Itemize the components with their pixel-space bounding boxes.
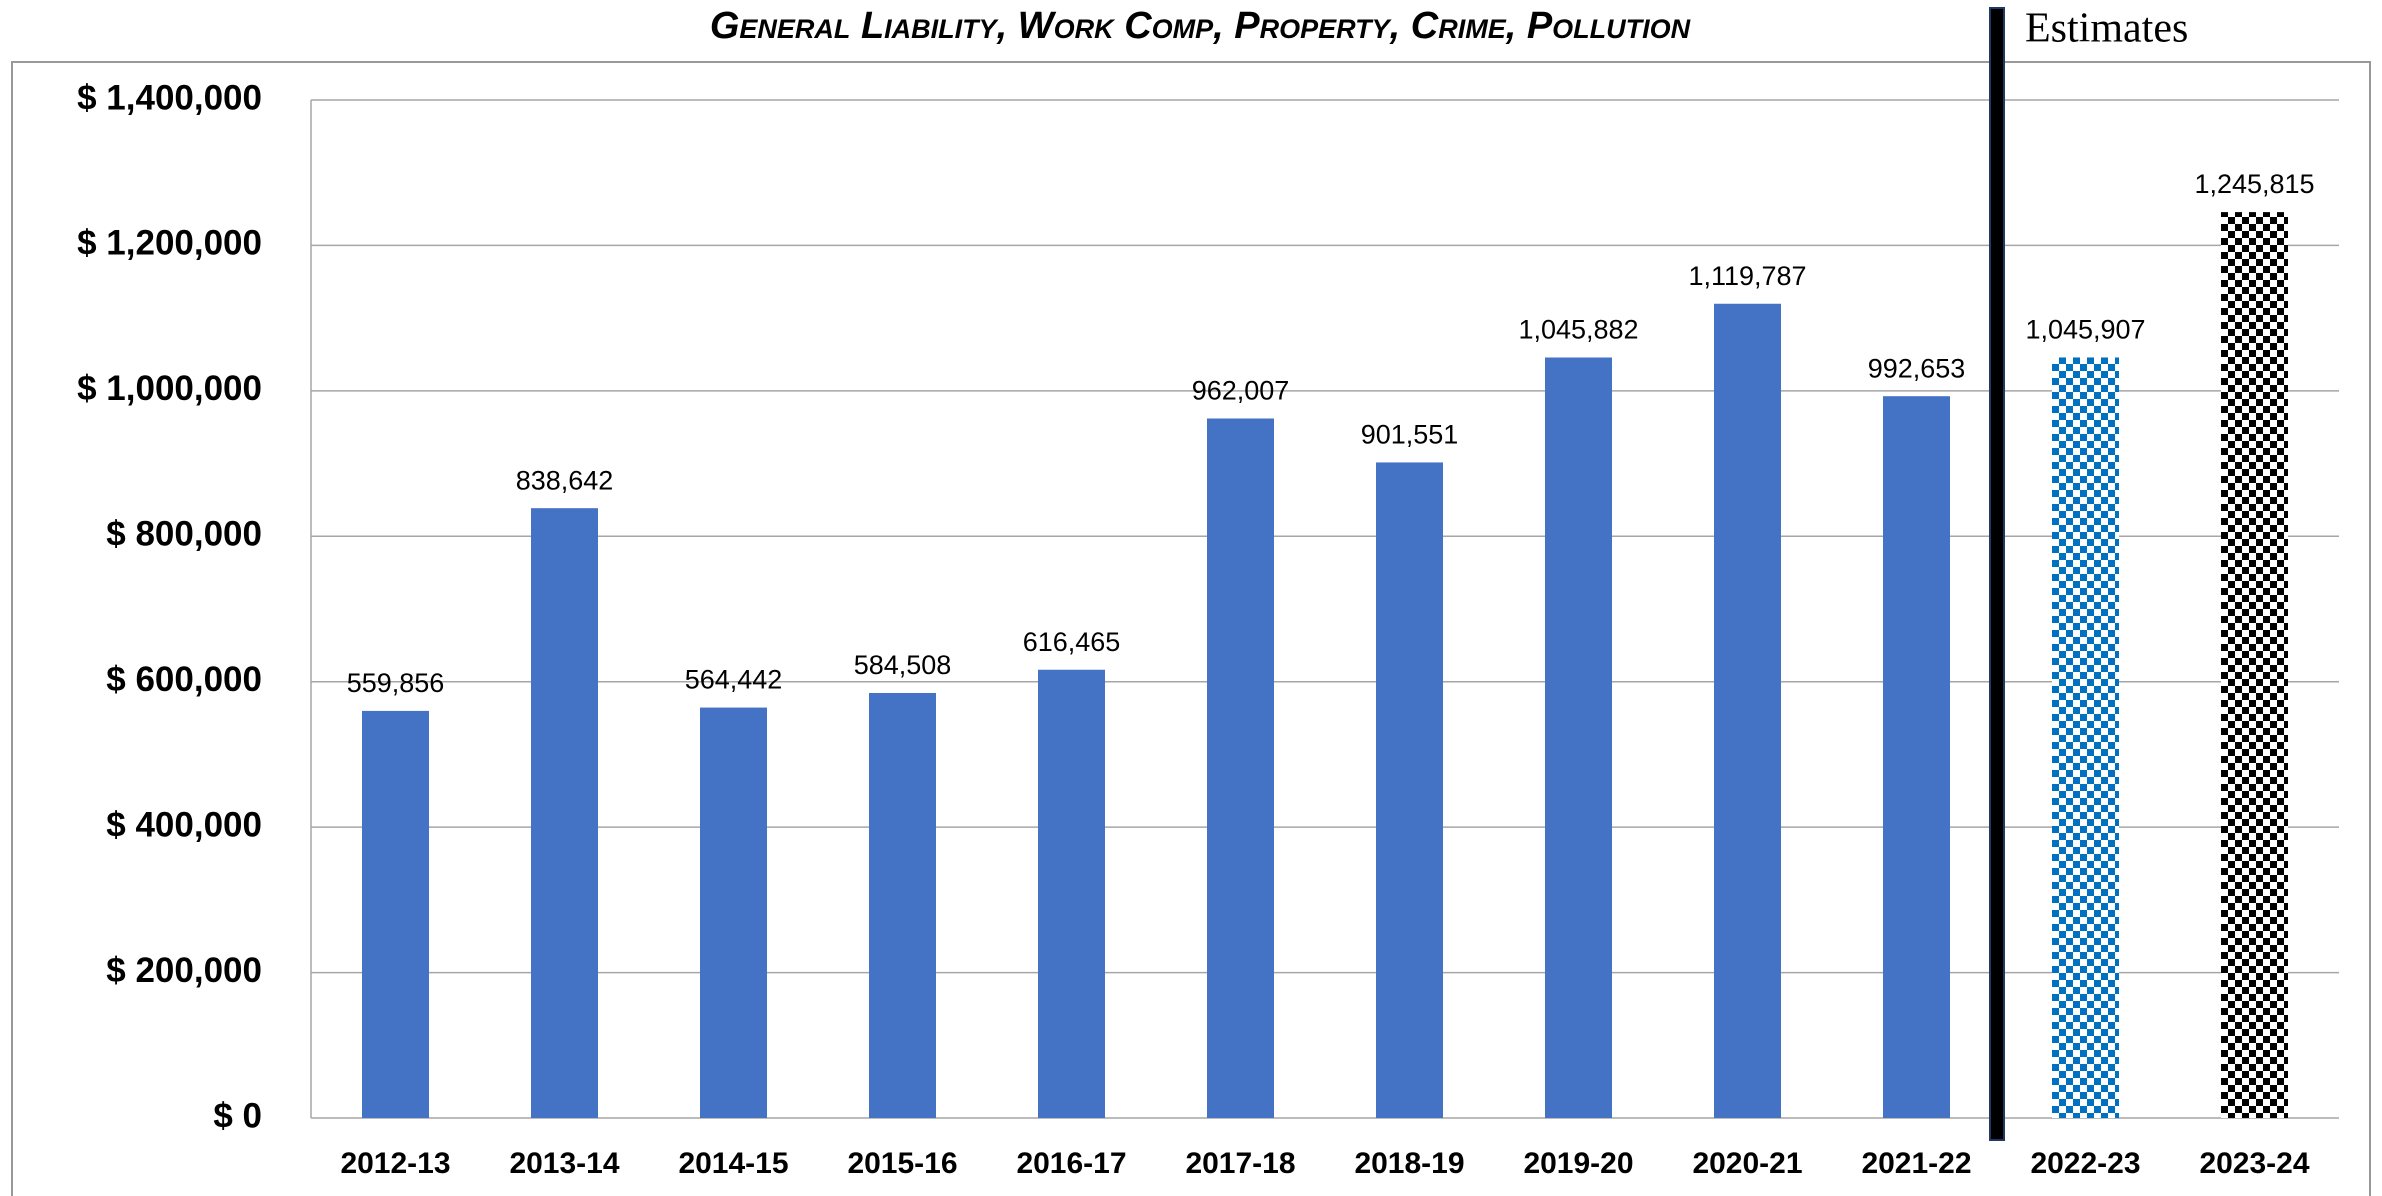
y-tick-label: $ 800,000 [106,515,262,554]
x-tick-label: 2017-18 [1185,1147,1295,1180]
x-tick-label: 2023-24 [2199,1147,2309,1180]
bar [531,508,598,1118]
x-tick-label: 2012-13 [340,1147,450,1180]
y-tick-label: $ 200,000 [106,951,262,990]
x-tick-label: 2013-14 [509,1147,619,1180]
x-tick-label: 2020-21 [1692,1147,1802,1180]
data-label: 584,508 [854,650,952,680]
y-tick-label: $ 1,400,000 [77,78,262,117]
data-label: 962,007 [1192,376,1290,406]
data-label: 1,245,815 [2194,169,2314,199]
title-background [540,0,1940,56]
data-label: 616,465 [1023,627,1121,657]
x-tick-label: 2014-15 [678,1147,788,1180]
estimates-divider [1989,7,2005,1141]
annotation: Estimates [2025,6,2188,52]
chart-title: General Liability, Work Comp, Property, … [710,5,1691,47]
x-tick-label: 2019-20 [1523,1147,1633,1180]
bar [1883,396,1950,1118]
data-label: 564,442 [685,665,783,695]
data-label: 901,551 [1361,420,1459,450]
bar [700,707,767,1118]
y-tick-label: $ 0 [213,1096,262,1135]
y-tick-label: $ 1,000,000 [77,369,262,408]
bar [2221,212,2288,1119]
bar [1038,669,1105,1118]
data-label: 1,119,787 [1688,261,1806,291]
bar [1207,418,1274,1118]
y-tick-label: $ 400,000 [106,805,262,844]
bar [2052,357,2119,1118]
bar [1714,303,1781,1118]
bar [362,710,429,1118]
x-tick-label: 2015-16 [847,1147,957,1180]
data-label: 1,045,907 [2025,315,2145,345]
x-tick-label: 2022-23 [2030,1147,2140,1180]
bar [1545,357,1612,1118]
data-label: 559,856 [347,668,445,698]
y-tick-label: $ 1,200,000 [77,224,262,263]
y-tick-label: $ 600,000 [106,660,262,699]
chart-border [11,61,2371,1196]
x-tick-label: 2016-17 [1016,1147,1126,1180]
bar [1376,462,1443,1119]
x-tick-label: 2021-22 [1861,1147,1971,1180]
bar [869,692,936,1118]
data-label: 992,653 [1868,353,1966,383]
data-label: 1,045,882 [1518,315,1638,345]
x-tick-label: 2018-19 [1354,1147,1464,1180]
data-label: 838,642 [516,465,614,495]
